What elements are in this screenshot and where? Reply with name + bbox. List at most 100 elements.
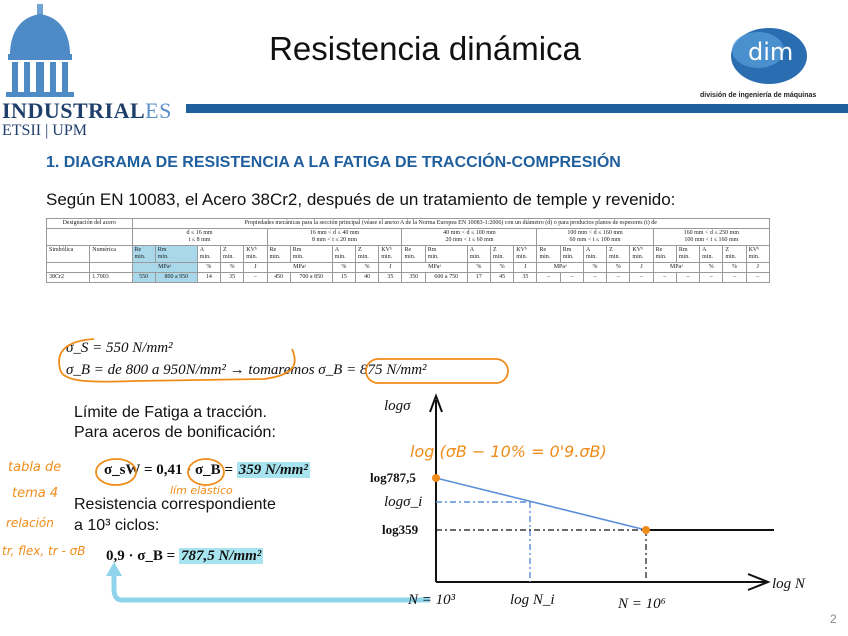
table-subheader: KVᵇ min.	[378, 245, 403, 263]
graph-x-axis-label: log N	[772, 576, 805, 592]
table-cell: 45	[489, 272, 515, 283]
table-subheader: Re min.	[652, 245, 677, 263]
table-unit: %	[355, 262, 380, 273]
formula-sigma-sw: σ_sW = 0,41 · σ_B = 359 N/mm²	[104, 462, 310, 479]
table-cell: 40	[355, 272, 380, 283]
table-header-designacion: Designación del acero	[46, 218, 133, 229]
resist-value: 787,5 N/mm²	[178, 548, 264, 564]
table-subheader: Rm min.	[154, 245, 198, 263]
formula-resist: 0,9 · σ_B = 787,5 N/mm²	[106, 548, 264, 565]
table-cell: 350	[401, 272, 426, 283]
graph-y-tick-sigma-i: logσ_i	[384, 494, 423, 510]
table-cell: 600 a 750	[424, 272, 468, 283]
table-cell: –	[699, 272, 724, 283]
page-number: 2	[830, 612, 837, 626]
table-subheader: KVᵇ min.	[243, 245, 268, 263]
table-header-numerica: Numérica	[89, 245, 133, 263]
graph-x-tick-106: N = 10⁶	[618, 596, 666, 612]
table-unit: %	[220, 262, 245, 273]
table-range: 16 mm < d ≤ 40 mm 8 mm < t ≤ 20 mm	[266, 228, 403, 246]
table-unit: J	[745, 262, 770, 273]
fatigue-label-2: Para aceros de bonificación:	[74, 424, 276, 441]
table-subheader: Re min.	[401, 245, 426, 263]
handwritten-note-3: relación	[6, 516, 54, 530]
handwritten-note-2: tema 4	[12, 486, 59, 501]
table-subheader: Rm min.	[424, 245, 468, 263]
table-range: 160 mm < d ≤ 250 mm 100 mm < t ≤ 160 mm	[652, 228, 770, 246]
table-subheader: KVᵇ min.	[745, 245, 770, 263]
dome-icon	[6, 4, 74, 97]
table-subheader: Rm min.	[289, 245, 333, 263]
formula-sigma-b: σ_B = de 800 a 950N/mm² → tomaremos σ_B …	[66, 362, 427, 378]
header-bar	[186, 104, 848, 113]
handwritten-note-limite: lím elástico	[170, 484, 233, 497]
table-cell: –	[675, 272, 701, 283]
table-cell: –	[559, 272, 584, 283]
table-range: 40 mm < d ≤ 100 mm 20 mm < t ≤ 60 mm	[401, 228, 538, 246]
table-cell: –	[629, 272, 654, 283]
table-cell: 35	[220, 272, 245, 283]
section-intro: Según EN 10083, el Acero 38Cr2, después …	[46, 190, 676, 209]
resist-label-2: a 10³ ciclos:	[74, 517, 160, 534]
sigma-sw-value: 359 N/mm²	[236, 462, 310, 478]
graph-y-tick-787: log787,5	[370, 470, 416, 485]
table-unit: MPaᵃ	[652, 262, 701, 273]
table-subheader: Re min.	[131, 245, 156, 263]
table-cell: –	[536, 272, 561, 283]
resist-lhs: 0,9 · σ_B =	[106, 548, 176, 564]
logo-etsii: ETSII | UPM	[2, 122, 87, 139]
table-cell: –	[582, 272, 608, 283]
table-subheader: KVᵇ min.	[513, 245, 538, 263]
graph-y-axis-label: logσ	[384, 398, 411, 414]
table-unit: %	[582, 262, 608, 273]
table-unit: %	[489, 262, 515, 273]
highlight-circle-sigma	[58, 338, 509, 384]
table-cell: 14	[196, 272, 222, 283]
table-cell: 550	[131, 272, 156, 283]
table-unit: %	[699, 262, 724, 273]
table-unit: J	[513, 262, 538, 273]
resist-label-1: Resistencia correspondiente	[74, 496, 276, 513]
table-cell: 450	[266, 272, 291, 283]
table-unit: %	[722, 262, 747, 273]
right-logo: dim división de ingeniería de máquinas	[690, 24, 848, 104]
table-cell: 15	[331, 272, 357, 283]
table-cell-numerica: 1.7003	[89, 272, 133, 283]
table-unit: MPaᵃ	[131, 262, 198, 273]
left-logo: INDUSTRIALES ETSII | UPM	[0, 0, 190, 145]
table-unit: %	[196, 262, 222, 273]
table-cell: 17	[466, 272, 492, 283]
table-subheader: Rm min.	[675, 245, 701, 263]
table-cell: –	[606, 272, 631, 283]
table-subheader: Rm min.	[559, 245, 584, 263]
table-cell: –	[722, 272, 747, 283]
logo-es: ES	[145, 98, 172, 123]
table-range: d ≤ 16 mm t ≤ 8 mm	[131, 228, 268, 246]
table-unit: MPaᵃ	[536, 262, 584, 273]
table-unit: %	[331, 262, 357, 273]
table-unit: J	[629, 262, 654, 273]
handwritten-note-4: tr, flex, tr - σB	[2, 544, 86, 558]
handwritten-note-graph: log (σB − 10% = 0'9.σB)	[410, 442, 607, 461]
table-cell: 35	[378, 272, 403, 283]
table-unit: J	[378, 262, 403, 273]
graph-x-tick-103: N = 10³	[408, 592, 456, 608]
table-unit: MPaᵃ	[266, 262, 333, 273]
fatigue-graph	[429, 393, 774, 591]
handwritten-note-1: tabla de	[8, 460, 62, 475]
section-heading: 1. DIAGRAMA DE RESISTENCIA A LA FATIGA D…	[46, 154, 621, 171]
table-cell: 700 a 850	[289, 272, 333, 283]
table-cell: –	[652, 272, 677, 283]
logo-industrial: INDUSTRIAL	[2, 98, 146, 123]
fatigue-label-1: Límite de Fatiga a tracción.	[74, 404, 267, 421]
graph-x-tick-ni: log N_i	[510, 592, 555, 608]
